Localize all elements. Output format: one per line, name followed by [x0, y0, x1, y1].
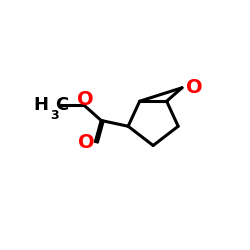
Text: O: O [186, 78, 202, 97]
Text: O: O [76, 90, 93, 109]
Text: O: O [78, 133, 95, 152]
Text: H: H [33, 96, 48, 114]
Text: C: C [55, 96, 68, 114]
Text: 3: 3 [50, 109, 58, 122]
